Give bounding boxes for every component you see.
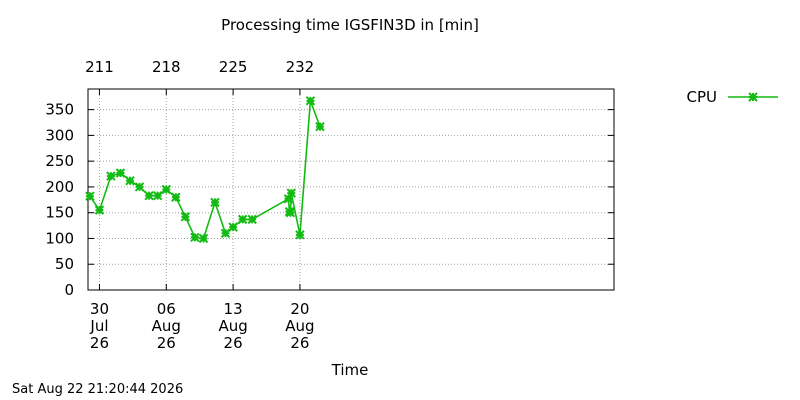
- data-point: [190, 232, 200, 243]
- x-tick-label: Aug: [285, 317, 314, 335]
- legend: CPU: [687, 88, 778, 106]
- data-point: [144, 190, 154, 201]
- data-point: [286, 188, 297, 198]
- data-point: [106, 171, 116, 181]
- legend-label: CPU: [687, 88, 718, 106]
- data-point: [237, 214, 248, 225]
- x-tick-label: 13: [224, 300, 243, 318]
- data-point: [285, 207, 296, 218]
- x-top-tick-label: 232: [286, 58, 315, 76]
- data-point: [315, 121, 325, 132]
- y-tick-label: 250: [45, 152, 74, 170]
- y-tick-label: 0: [64, 281, 74, 299]
- x-axis-label: Time: [331, 361, 369, 379]
- data-point: [210, 197, 220, 208]
- data-point: [115, 168, 126, 178]
- legend-sample: [728, 92, 778, 102]
- data-point: [198, 233, 209, 244]
- x-tick-label: 06: [157, 300, 176, 318]
- y-tick-label: 200: [45, 178, 74, 196]
- x-top-tick-label: 225: [219, 58, 248, 76]
- x-tick-label: Aug: [218, 317, 247, 335]
- data-point: [748, 92, 758, 102]
- x-tick-label: 26: [290, 334, 309, 352]
- x-tick-label: 30: [90, 300, 109, 318]
- x-top-tick-label: 218: [152, 58, 181, 76]
- data-point: [228, 222, 238, 232]
- y-tick-label: 350: [45, 101, 74, 119]
- y-tick-label: 100: [45, 229, 74, 247]
- y-axis: 0 50 100 150 200 250 300 350: [45, 101, 614, 299]
- plot-frame: [87, 88, 615, 291]
- data-point: [161, 184, 171, 195]
- footer-timestamp: Sat Aug 22 21:20:44 2026: [12, 382, 184, 397]
- grid: [88, 89, 614, 290]
- x-tick-label: 20: [290, 300, 309, 318]
- data-point: [134, 182, 145, 192]
- data-point: [171, 192, 181, 202]
- x-tick-label: Aug: [152, 317, 181, 335]
- data-point: [247, 214, 257, 225]
- data-point: [305, 96, 316, 106]
- data-point: [85, 191, 95, 201]
- x-tick-label: 26: [224, 334, 243, 352]
- x-tick-label: 26: [90, 334, 109, 352]
- data-point: [295, 230, 305, 240]
- x-axis-top: 211 218 225 232: [85, 58, 314, 95]
- data-point: [152, 190, 163, 201]
- chart-title: Processing time IGSFIN3D in [min]: [221, 16, 479, 34]
- y-tick-label: 300: [45, 126, 74, 144]
- series-cpu: [85, 96, 325, 244]
- x-top-tick-label: 211: [85, 58, 114, 76]
- x-tick-label: Jul: [89, 317, 108, 335]
- data-point: [94, 205, 105, 215]
- data-point: [180, 212, 191, 222]
- y-tick-label: 150: [45, 204, 74, 222]
- data-point: [125, 176, 135, 186]
- data-point: [283, 194, 294, 204]
- data-point: [220, 228, 231, 239]
- x-tick-label: 26: [157, 334, 176, 352]
- y-tick-label: 50: [55, 255, 74, 273]
